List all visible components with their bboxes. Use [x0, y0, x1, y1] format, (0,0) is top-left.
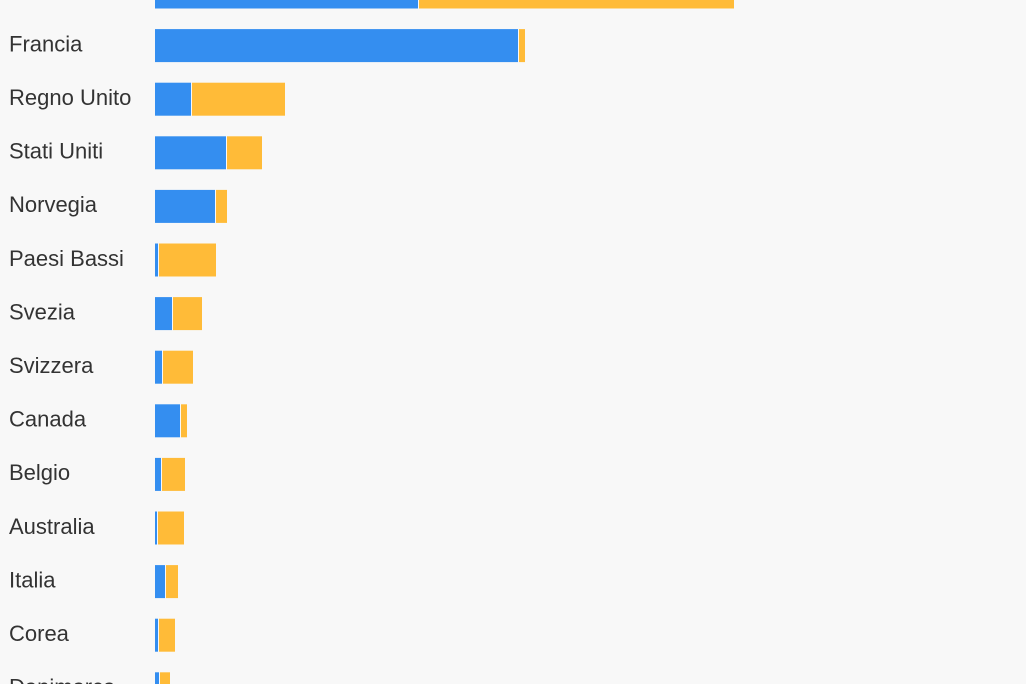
bar-segment	[155, 82, 191, 116]
bar-segment	[227, 136, 262, 170]
category-label: Germania	[9, 0, 106, 3]
category-label: Svizzera	[9, 353, 94, 378]
bar-segment	[159, 618, 175, 652]
category-label: Svezia	[9, 299, 76, 324]
bar-segment	[155, 243, 158, 277]
bar-segment	[173, 297, 202, 331]
bar-segment	[419, 0, 734, 9]
category-label: Danimarca	[9, 675, 116, 684]
bar-segment	[159, 243, 216, 277]
category-label: Australia	[9, 514, 95, 539]
category-label: Norvegia	[9, 192, 98, 217]
category-label: Regno Unito	[9, 85, 131, 110]
bar-segment	[155, 565, 165, 599]
bar-segment	[519, 29, 525, 63]
bar-segment	[155, 672, 159, 684]
category-label: Corea	[9, 621, 70, 646]
bar-segment	[158, 511, 184, 545]
bar-segment	[155, 404, 180, 438]
bar-segment	[155, 618, 158, 652]
category-label: Stati Uniti	[9, 139, 103, 164]
category-label: Francia	[9, 31, 83, 56]
bar-segment	[155, 511, 157, 545]
bar-segment	[192, 82, 285, 116]
bar-segment	[155, 297, 172, 331]
category-label: Canada	[9, 407, 87, 432]
category-label: Paesi Bassi	[9, 246, 124, 271]
bar-segment	[166, 565, 178, 599]
bar-segment	[163, 350, 193, 384]
bar-segment	[155, 136, 226, 170]
bar-segment	[155, 457, 161, 491]
category-label: Belgio	[9, 460, 70, 485]
bar-segment	[155, 29, 518, 63]
bar-segment	[216, 189, 227, 223]
category-label: Italia	[9, 567, 56, 592]
bar-segment	[181, 404, 187, 438]
bar-segment	[160, 672, 170, 684]
bar-segment	[155, 0, 418, 9]
bar-segment	[155, 189, 215, 223]
bar-segment	[155, 350, 162, 384]
bar-segment	[162, 457, 185, 491]
